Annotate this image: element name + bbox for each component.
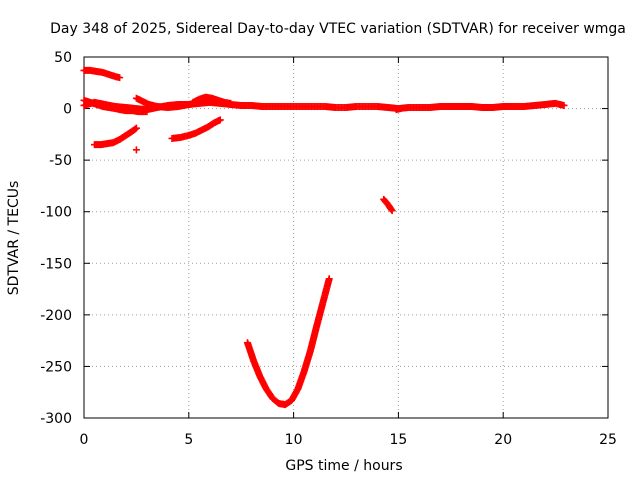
data-points [80,66,568,409]
y-tick-label: -250 [40,359,72,375]
y-tick-label: -100 [40,205,72,221]
data-point [325,275,333,283]
series-segment-blip-near-15h [392,105,404,114]
series-segment-short-segment-14h [380,195,396,215]
data-point [387,205,395,213]
series-segment-descending-arc-upper [80,96,151,116]
y-axis-label: SDTVAR / TECUs [6,181,22,296]
y-tick-label: 0 [63,102,72,118]
x-axis: 0 5 10 15 20 25 [80,57,617,448]
data-point [396,105,404,113]
data-point [132,124,140,132]
plot-frame [83,56,609,419]
data-point [116,74,124,82]
y-axis: 50 0 -50 -100 -150 -200 -250 -300 [40,50,608,427]
data-point [227,99,235,107]
x-tick-label: 10 [285,432,303,448]
data-point [560,101,568,109]
y-tick-label: 50 [54,50,72,66]
x-tick-label: 5 [184,432,193,448]
series-segment-top-left-arc [80,66,124,82]
series-segment-negative-arc-middle [168,116,224,142]
series-segment-bump-near-6h [189,93,235,107]
series-segment-isolated-point [132,146,140,154]
x-tick-label: 25 [599,432,617,448]
x-axis-label: GPS time / hours [285,458,402,474]
data-point [388,207,396,215]
series-segment-rising-arc-1 [132,94,203,112]
series-segment-negative-arc-left [90,124,140,149]
x-tick-label: 0 [80,432,89,448]
y-tick-label: -50 [49,153,72,169]
data-point [132,146,140,154]
data-point [143,108,151,116]
y-tick-label: -300 [40,411,72,427]
y-tick-label: -150 [40,256,72,272]
data-point [216,116,224,124]
x-tick-label: 20 [494,432,512,448]
series-segment-dip-near-10h [243,275,333,409]
chart-title: Day 348 of 2025, Sidereal Day-to-day VTE… [50,21,626,37]
y-tick-label: -200 [40,308,72,324]
x-tick-label: 15 [389,432,407,448]
